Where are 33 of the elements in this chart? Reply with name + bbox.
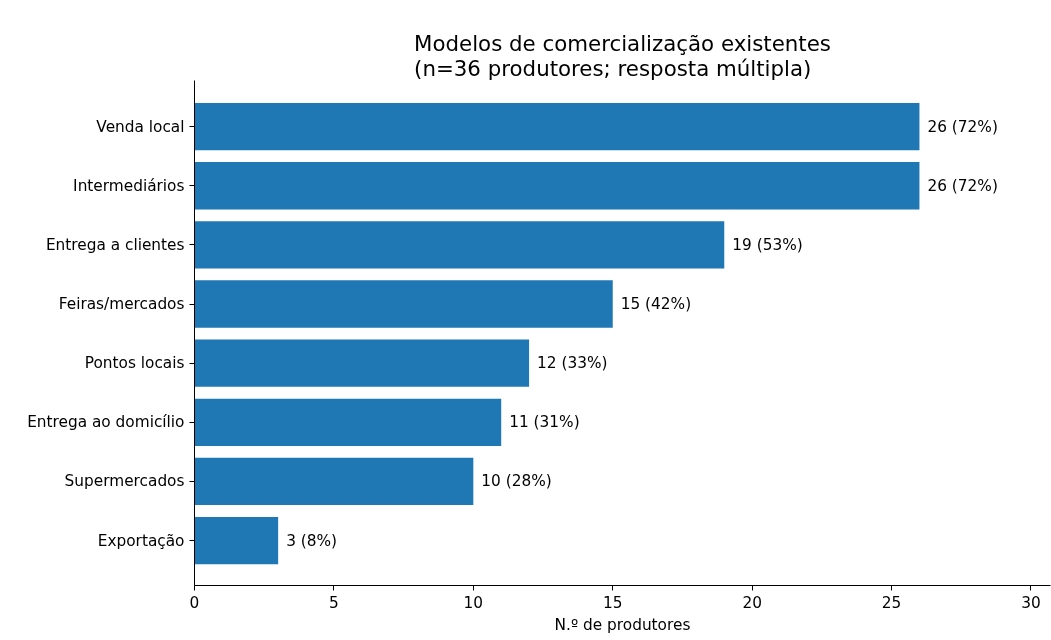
y-tick-label: Entrega a clientes: [45, 235, 185, 254]
y-tick-label: Feiras/mercados: [58, 295, 185, 314]
data-label: 26 (72%): [927, 176, 998, 195]
bar: [194, 280, 613, 328]
data-label: 11 (31%): [509, 413, 580, 432]
data-label: 15 (42%): [620, 295, 692, 314]
y-tick-label: Intermediários: [73, 176, 185, 195]
y-tick-label: Venda local: [96, 117, 185, 136]
x-tick-label: 30: [1021, 593, 1041, 612]
bar: [194, 516, 279, 565]
y-tick-label: Pontos locais: [84, 354, 185, 373]
data-label: 3 (8%): [286, 531, 338, 550]
x-axis-title: N.º de produtores: [554, 615, 691, 634]
bar: [194, 162, 920, 210]
data-label: 12 (33%): [537, 354, 608, 373]
bar: [194, 339, 530, 387]
x-tick-label: 0: [189, 593, 200, 612]
data-label: 19 (53%): [732, 235, 803, 254]
bar: [194, 457, 474, 506]
y-tick-label: Entrega ao domicílio: [27, 413, 185, 432]
chart-title: Modelos de comercialização existentes (n=36 produtores; resposta múltipla): [414, 30, 831, 81]
bar: [194, 102, 920, 151]
data-label: 26 (72%): [927, 117, 998, 136]
bar: [194, 221, 725, 269]
y-tick-label: Supermercados: [64, 472, 185, 491]
bar: [194, 398, 502, 446]
x-tick-label: 25: [881, 593, 902, 612]
y-tick-label: Exportação: [97, 531, 185, 550]
x-tick-label: 10: [463, 593, 484, 612]
x-tick-label: 20: [742, 593, 762, 612]
data-label: 10 (28%): [481, 472, 552, 491]
x-tick-label: 5: [329, 593, 339, 612]
x-tick-label: 15: [602, 593, 623, 612]
